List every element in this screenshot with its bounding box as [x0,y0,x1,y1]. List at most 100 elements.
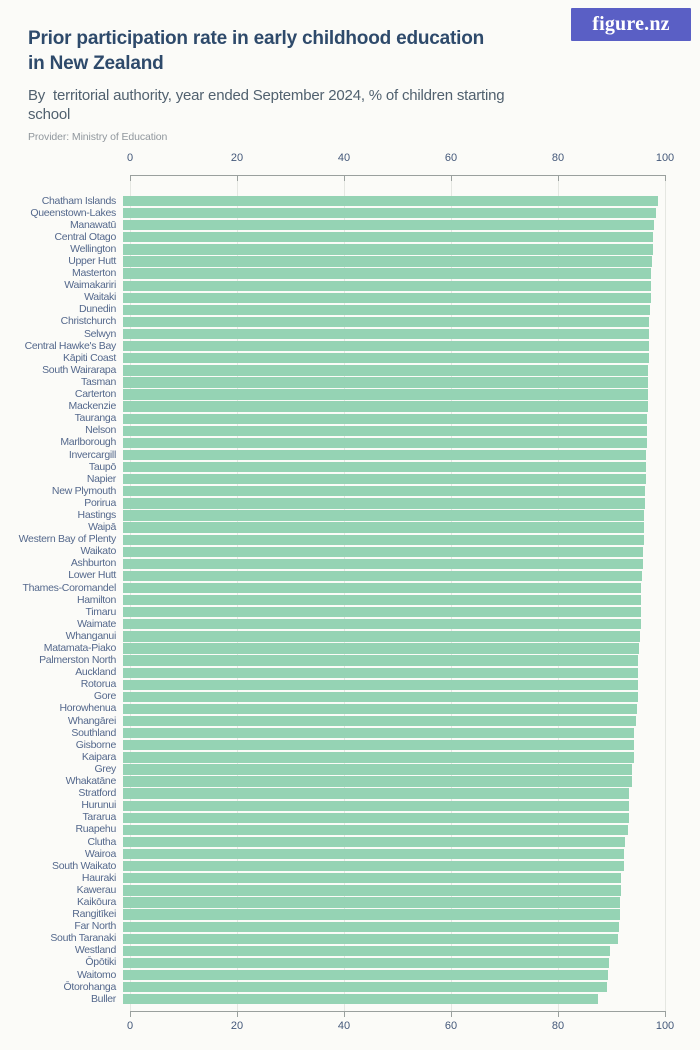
bar[interactable] [123,547,643,557]
bar[interactable] [123,607,641,617]
bar[interactable] [123,595,641,605]
category-label: Waitomo [0,970,123,981]
bar-track [123,801,658,811]
bar[interactable] [123,498,645,508]
bar[interactable] [123,849,624,859]
bar[interactable] [123,837,625,847]
bar[interactable] [123,535,644,545]
bar-track [123,958,658,968]
bar[interactable] [123,958,609,968]
bar[interactable] [123,583,641,593]
category-label: Waikato [0,546,123,557]
category-label: Waitaki [0,292,123,303]
figurenz-logo[interactable]: figure.nz [571,8,691,41]
bar[interactable] [123,377,648,387]
bar[interactable] [123,801,629,811]
bar[interactable] [123,317,649,327]
bar-track [123,607,658,617]
bar-track [123,341,658,351]
bar[interactable] [123,704,637,714]
bar-chart: 020406080100 Chatham IslandsQueenstown-L… [0,151,700,1050]
bar[interactable] [123,728,634,738]
x-tick-mark [558,1011,559,1017]
x-tick-mark [451,1011,452,1017]
bar[interactable] [123,873,621,883]
bar[interactable] [123,716,636,726]
bar[interactable] [123,655,638,665]
bar[interactable] [123,752,634,762]
bar[interactable] [123,268,651,278]
x-tick-label: 80 [552,1020,564,1032]
bar[interactable] [123,353,649,363]
category-label: Kaikōura [0,897,123,908]
bar[interactable] [123,293,651,303]
bar-row: Masterton [0,268,700,280]
bar[interactable] [123,341,649,351]
bar-row: Whakatāne [0,776,700,788]
bar[interactable] [123,208,656,218]
bar[interactable] [123,559,643,569]
bar[interactable] [123,220,654,230]
category-label: Central Hawke's Bay [0,341,123,352]
bar[interactable] [123,305,650,315]
bar[interactable] [123,631,640,641]
x-tick-mark [237,1011,238,1017]
bar[interactable] [123,982,607,992]
bar[interactable] [123,922,619,932]
bar[interactable] [123,232,653,242]
bar[interactable] [123,486,645,496]
bar-track [123,934,658,944]
bar[interactable] [123,510,644,520]
bar[interactable] [123,438,647,448]
bar-track [123,692,658,702]
bar[interactable] [123,680,638,690]
bar-track [123,994,658,1004]
bar[interactable] [123,788,629,798]
bar[interactable] [123,885,621,895]
bar[interactable] [123,571,642,581]
bar[interactable] [123,740,634,750]
bar[interactable] [123,946,610,956]
bar[interactable] [123,668,638,678]
bar[interactable] [123,861,624,871]
bar[interactable] [123,619,641,629]
category-label: Auckland [0,667,123,678]
bar[interactable] [123,934,618,944]
bar[interactable] [123,825,628,835]
bar[interactable] [123,522,644,532]
bar[interactable] [123,450,646,460]
bar[interactable] [123,813,629,823]
bar[interactable] [123,643,639,653]
bar[interactable] [123,244,653,254]
x-axis-top-line [130,175,665,176]
bar[interactable] [123,970,608,980]
bar-row: Clutha [0,836,700,848]
category-label: Carterton [0,389,123,400]
category-label: Matamata-Piako [0,643,123,654]
bar[interactable] [123,692,638,702]
bar-rows: Chatham IslandsQueenstown-LakesManawatūC… [0,181,700,1011]
bar[interactable] [123,401,648,411]
bar[interactable] [123,426,647,436]
bar-row: Rotorua [0,679,700,691]
bar-track [123,353,658,363]
bar[interactable] [123,414,647,424]
bar-row: Gore [0,691,700,703]
bar[interactable] [123,994,598,1004]
bar[interactable] [123,365,648,375]
bar[interactable] [123,196,658,206]
bar[interactable] [123,462,646,472]
bar-row: Horowhenua [0,703,700,715]
bar[interactable] [123,776,632,786]
bar[interactable] [123,329,649,339]
bar[interactable] [123,281,651,291]
category-label: Ōpōtiki [0,957,123,968]
bar[interactable] [123,256,652,266]
category-label: Chatham Islands [0,196,123,207]
bar[interactable] [123,897,620,907]
bar[interactable] [123,909,620,919]
bar[interactable] [123,474,646,484]
bar-row: Southland [0,727,700,739]
bar[interactable] [123,389,648,399]
bar[interactable] [123,764,632,774]
